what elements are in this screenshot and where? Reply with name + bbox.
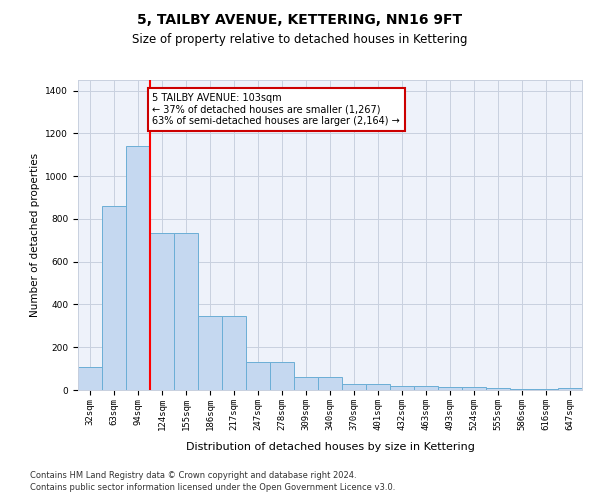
Bar — [390, 386, 414, 390]
Bar — [150, 233, 174, 390]
Bar — [318, 376, 342, 390]
Bar — [462, 388, 486, 390]
Bar — [126, 146, 150, 390]
Bar — [198, 316, 222, 390]
Y-axis label: Number of detached properties: Number of detached properties — [30, 153, 40, 317]
Bar — [366, 384, 390, 390]
Bar — [270, 362, 294, 390]
Bar — [438, 388, 462, 390]
Bar — [510, 389, 534, 390]
Text: Contains public sector information licensed under the Open Government Licence v3: Contains public sector information licen… — [30, 484, 395, 492]
Bar — [78, 367, 102, 390]
Bar — [102, 206, 126, 390]
Bar — [246, 362, 270, 390]
Bar — [414, 386, 438, 390]
Bar — [294, 376, 318, 390]
Text: Contains HM Land Registry data © Crown copyright and database right 2024.: Contains HM Land Registry data © Crown c… — [30, 471, 356, 480]
Bar — [486, 388, 510, 390]
Text: Distribution of detached houses by size in Kettering: Distribution of detached houses by size … — [185, 442, 475, 452]
Bar — [222, 316, 246, 390]
Bar — [342, 384, 366, 390]
Bar — [558, 388, 582, 390]
Text: 5, TAILBY AVENUE, KETTERING, NN16 9FT: 5, TAILBY AVENUE, KETTERING, NN16 9FT — [137, 12, 463, 26]
Bar — [174, 233, 198, 390]
Text: Size of property relative to detached houses in Kettering: Size of property relative to detached ho… — [132, 32, 468, 46]
Text: 5 TAILBY AVENUE: 103sqm
← 37% of detached houses are smaller (1,267)
63% of semi: 5 TAILBY AVENUE: 103sqm ← 37% of detache… — [152, 93, 400, 126]
